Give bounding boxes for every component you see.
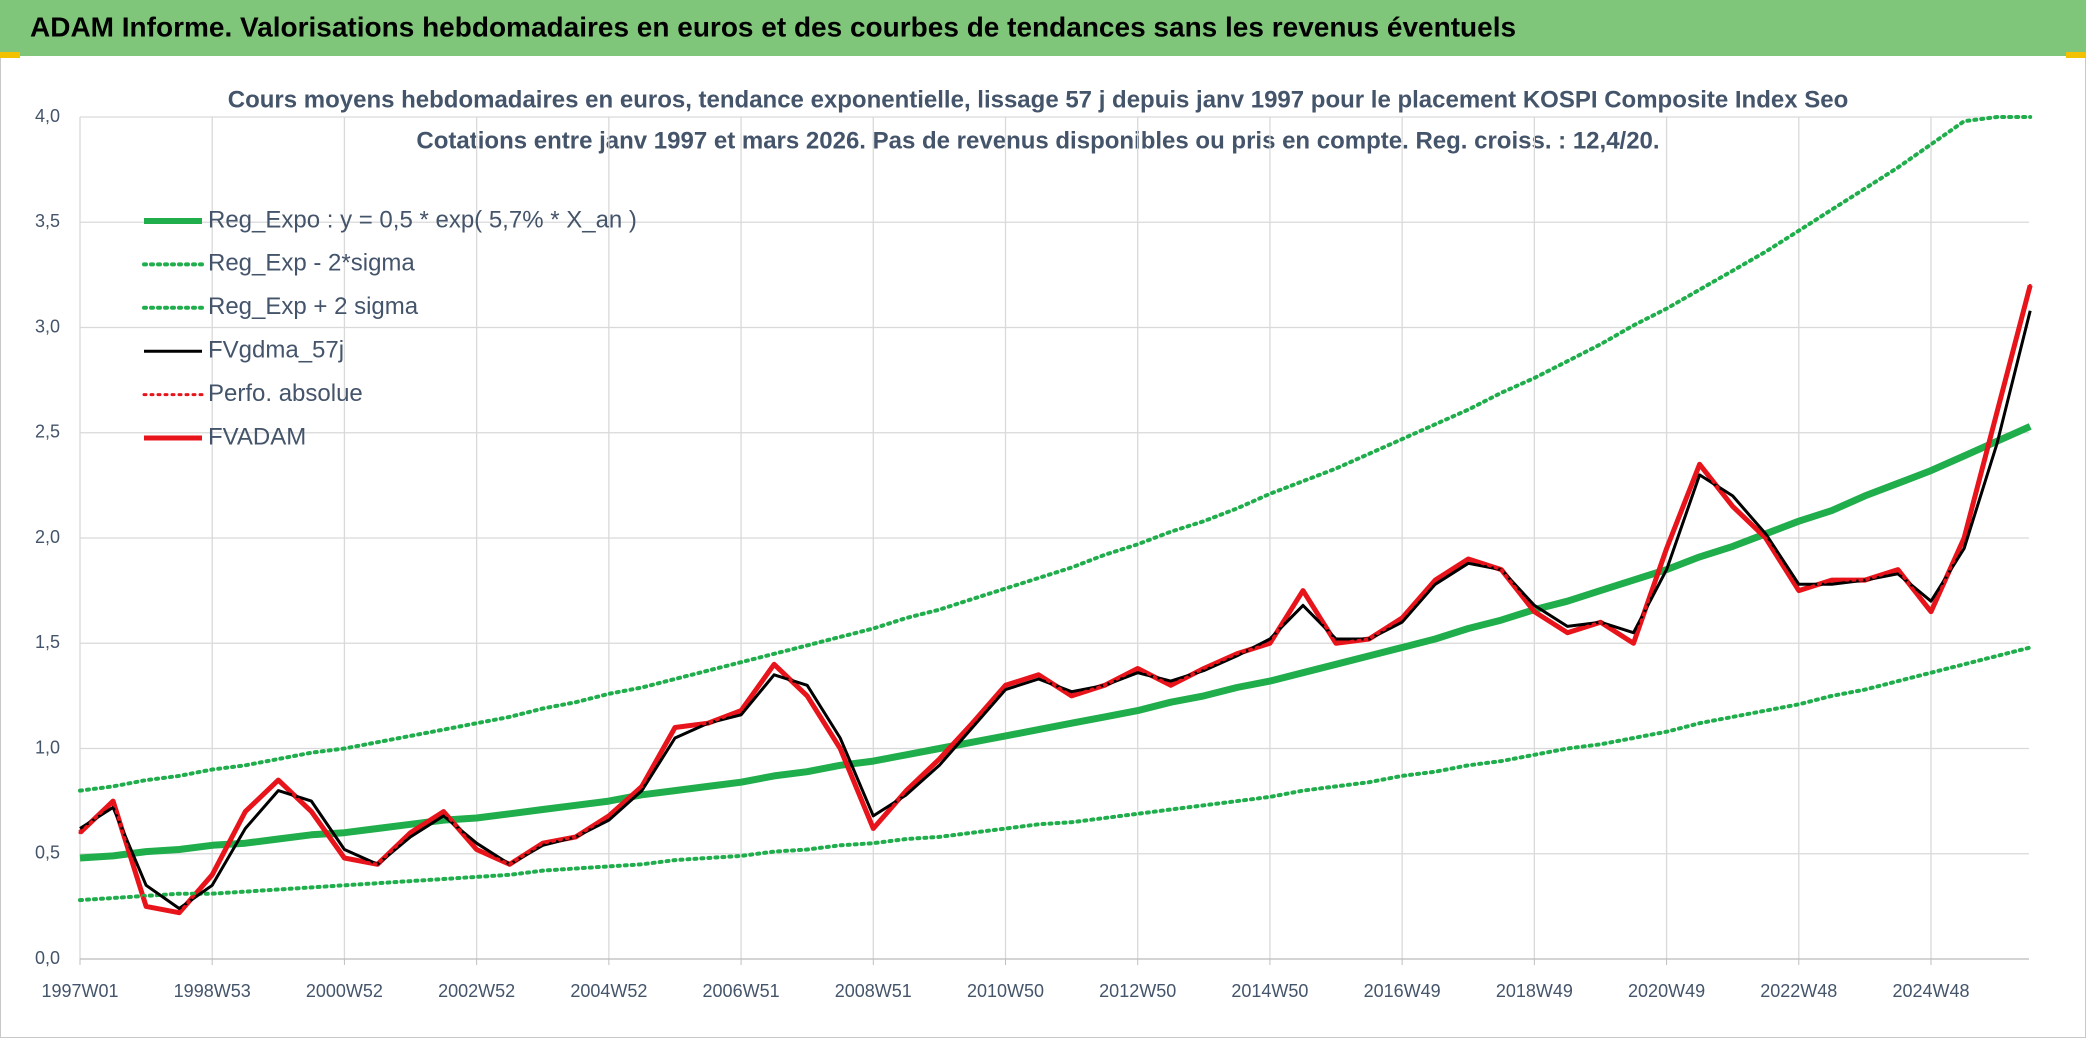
chart-subtitle: Cotations entre janv 1997 et mars 2026. …	[416, 127, 1659, 154]
x-tick-label: 2016W49	[1364, 981, 1441, 1001]
series-line	[79, 423, 2032, 862]
x-tick-label: 1998W53	[174, 981, 251, 1001]
corner-mark	[2066, 52, 2086, 58]
page-title: ADAM Informe. Valorisations hebdomadaire…	[30, 11, 1516, 42]
legend-label: Perfo. absolue	[208, 380, 363, 407]
y-tick-label: 1,0	[35, 737, 60, 757]
legend-label: FVADAM	[208, 423, 306, 450]
y-tick-label: 1,5	[35, 632, 60, 652]
y-tick-label: 0,0	[35, 948, 60, 968]
y-tick-label: 4,0	[35, 106, 60, 126]
y-tick-label: 3,5	[35, 211, 60, 231]
chart-title: Cours moyens hebdomadaires en euros, ten…	[228, 86, 1849, 113]
x-tick-label: 1997W01	[41, 981, 118, 1001]
legend-label: Reg_Exp - 2*sigma	[208, 250, 415, 277]
x-tick-label: 2012W50	[1099, 981, 1176, 1001]
x-tick-label: 2008W51	[835, 981, 912, 1001]
x-tick-label: 2024W48	[1892, 981, 1969, 1001]
y-tick-label: 3,0	[35, 316, 60, 336]
x-tick-label: 2004W52	[570, 981, 647, 1001]
legend-label: Reg_Expo : y = 0,5 * exp( 5,7% * X_an )	[208, 206, 637, 233]
corner-mark	[0, 52, 20, 58]
legend-label: FVgdma_57j	[208, 337, 344, 364]
x-tick-label: 2006W51	[703, 981, 780, 1001]
legend-label: Reg_Exp + 2 sigma	[208, 293, 419, 320]
x-tick-label: 2020W49	[1628, 981, 1705, 1001]
y-tick-label: 2,0	[35, 527, 60, 547]
x-tick-label: 2018W49	[1496, 981, 1573, 1001]
y-tick-label: 2,5	[35, 422, 60, 442]
x-tick-label: 2022W48	[1760, 981, 1837, 1001]
series-line	[78, 115, 2033, 793]
series-line	[78, 283, 2032, 915]
x-tick-label: 2014W50	[1231, 981, 1308, 1001]
series-line	[78, 645, 2033, 903]
x-tick-label: 2010W50	[967, 981, 1044, 1001]
y-tick-label: 0,5	[35, 843, 60, 863]
x-tick-label: 2002W52	[438, 981, 515, 1001]
x-tick-label: 2000W52	[306, 981, 383, 1001]
header-band	[0, 0, 2086, 56]
